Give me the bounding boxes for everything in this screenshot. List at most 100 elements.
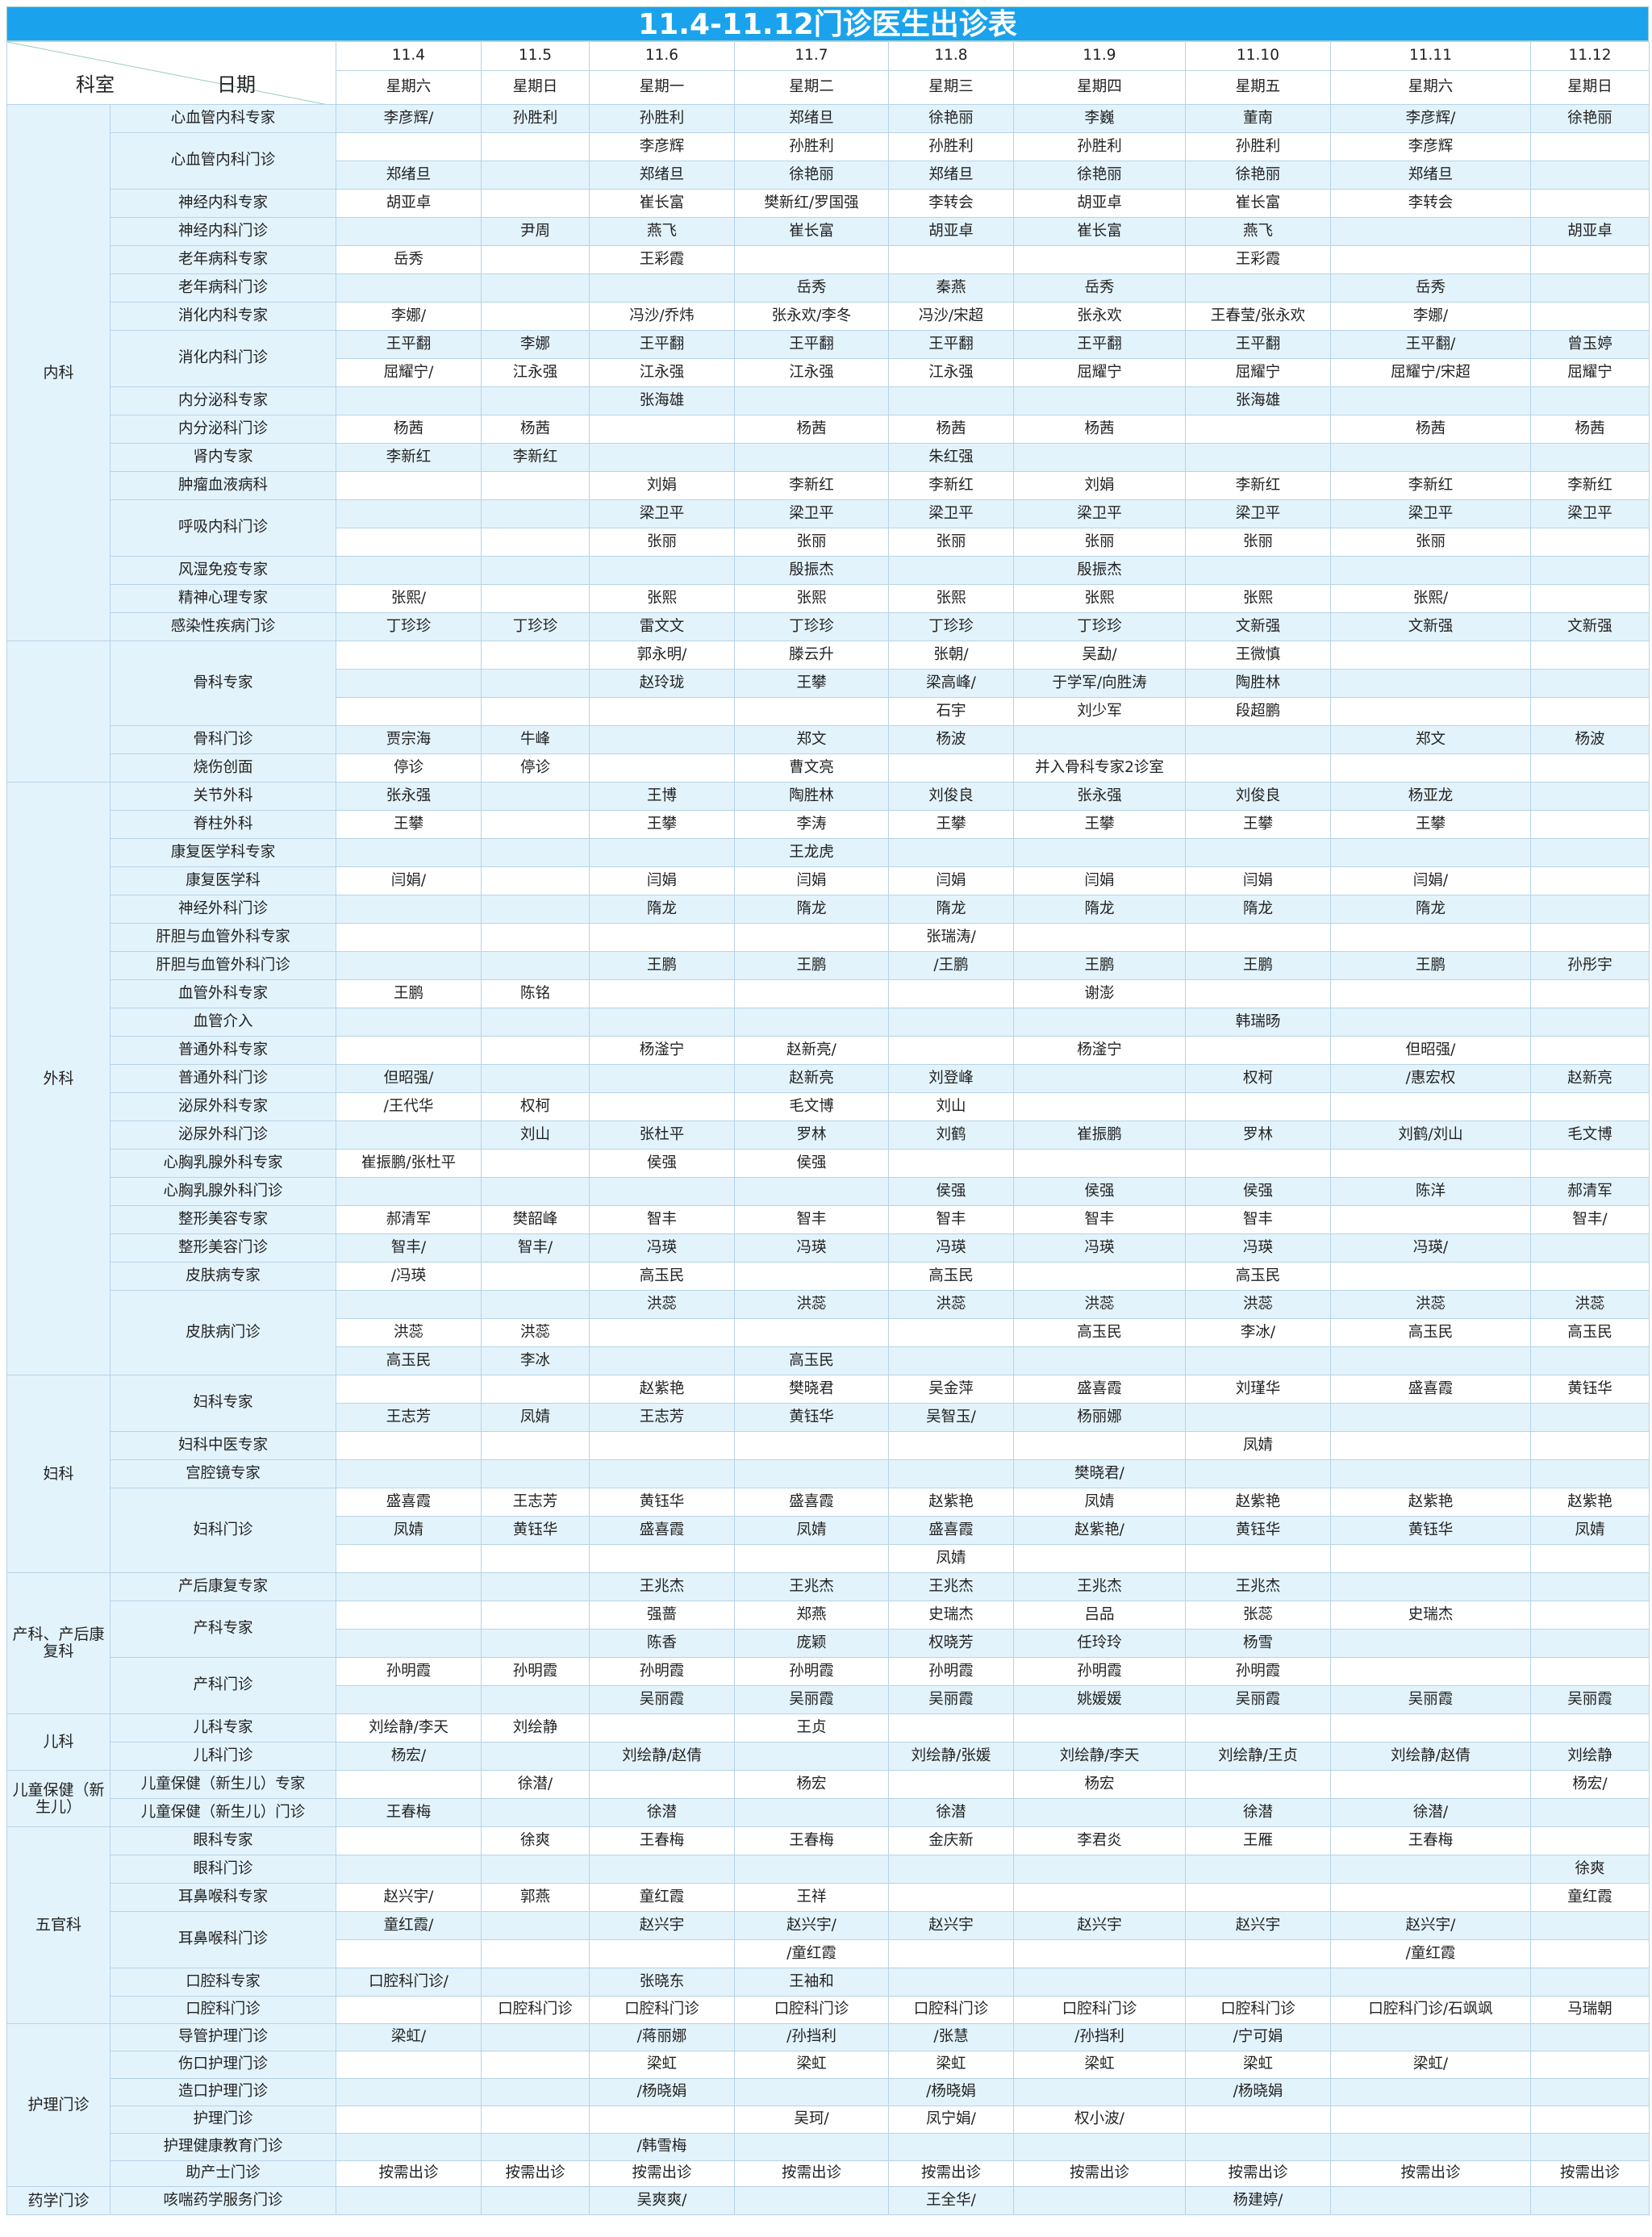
schedule-cell: 杨茜 (1013, 415, 1186, 444)
schedule-cell (1330, 1431, 1531, 1460)
schedule-cell: 徐潜 (1185, 1798, 1331, 1827)
schedule-cell (589, 838, 735, 867)
header-dates-row: 科室 日期 11.4 11.5 11.6 11.7 11.8 11.9 11.10 11.11… (6, 41, 1650, 105)
schedule-cell: 杨宏/ (336, 1742, 482, 1771)
subdept-cell: 宫腔镜专家 (110, 1459, 336, 1488)
schedule-cell: 口腔科门诊 (1013, 1996, 1186, 2024)
schedule-cell: 李冰/ (1185, 1318, 1331, 1347)
schedule-cell: /张慧 (888, 2023, 1014, 2051)
schedule-cell (336, 2186, 482, 2215)
schedule-cell (336, 1601, 482, 1630)
schedule-cell: 黄钰华 (1530, 1375, 1650, 1404)
schedule-cell: 王春梅 (336, 1798, 482, 1827)
schedule-cell (1530, 1713, 1650, 1742)
schedule-cell (1530, 1149, 1650, 1178)
schedule-cell: 贾宗海 (336, 725, 482, 754)
subdept-cell: 皮肤病专家 (110, 1262, 336, 1291)
schedule-cell: 徐艳丽 (734, 161, 889, 190)
schedule-cell (589, 979, 735, 1008)
schedule-cell (1185, 273, 1331, 303)
schedule-cell (589, 2106, 735, 2134)
schedule-cell (336, 1431, 482, 1460)
schedule-cell: 梁卫平 (888, 499, 1014, 528)
schedule-cell: 孙明霞 (888, 1657, 1014, 1686)
schedule-cell: 孙胜利 (888, 132, 1014, 161)
dept-header-label: 科室 (76, 73, 115, 96)
schedule-cell: 吴珂/ (734, 2106, 889, 2134)
schedule-cell: 赵兴宇/ (1330, 1911, 1531, 1940)
subdept-cell: 妇科中医专家 (110, 1431, 336, 1460)
schedule-cell (1530, 1233, 1650, 1262)
schedule-cell: 文新强 (1330, 612, 1531, 641)
schedule-cell (1530, 697, 1650, 726)
schedule-cell: 朱红强 (888, 443, 1014, 472)
schedule-cell: 隋龙 (1330, 895, 1531, 924)
schedule-cell (481, 556, 590, 585)
schedule-cell: 童红霞 (589, 1883, 735, 1912)
schedule-cell (1330, 217, 1531, 246)
schedule-cell (888, 1939, 1014, 1968)
schedule-cell (336, 217, 482, 246)
table-row: 药学门诊 咳喘药学服务门诊 吴爽爽/王全华/杨建婷/ (6, 2186, 1650, 2215)
dept-cell: 护理门诊 (6, 2023, 111, 2187)
schedule-cell: 丁珍珍 (336, 612, 482, 641)
schedule-cell (1013, 1939, 1186, 1968)
schedule-cell (336, 1572, 482, 1601)
schedule-cell: 侯强 (1013, 1177, 1186, 1206)
schedule-cell (589, 1713, 735, 1742)
schedule-cell: /宁可娟 (1185, 2023, 1331, 2051)
schedule-cell: 停诊 (336, 753, 482, 783)
schedule-cell: 段超鹏 (1185, 697, 1331, 726)
schedule-cell: 马瑞朝 (1530, 1996, 1650, 2024)
schedule-cell: 曾玉婷 (1530, 330, 1650, 359)
schedule-cell (589, 1855, 735, 1884)
schedule-cell (481, 1008, 590, 1037)
schedule-cell: 王志芳 (589, 1403, 735, 1432)
schedule-cell (1185, 753, 1331, 783)
schedule-cell: 张蕊 (1185, 1601, 1331, 1630)
table-row: 耳鼻喉科专家 赵兴宇/郭燕 童红霞 王祥 童红霞 (7, 1883, 1650, 1912)
schedule-sheet: 11.4-11.12门诊医生出诊表 科室 日期 11.4 11.5 11.6 11.7… (6, 6, 1650, 2215)
schedule-cell: 殷振杰 (1013, 556, 1186, 585)
schedule-cell: 张熙 (1185, 584, 1331, 613)
schedule-cell (1330, 753, 1531, 783)
schedule-cell (1185, 1149, 1331, 1178)
schedule-cell (1330, 1629, 1531, 1658)
schedule-cell: 冯瑛 (1013, 1233, 1186, 1262)
schedule-cell: 冯瑛/ (1330, 1233, 1531, 1262)
table-row: 呼吸内科门诊 梁卫平 梁卫平 梁卫平 梁卫平 梁卫平 梁卫平 梁卫平 (7, 499, 1650, 557)
table-row: 骨科门诊 贾宗海 牛峰 郑文 杨波 郑文 杨波 (7, 725, 1650, 754)
schedule-cell: 张朝/ (888, 641, 1014, 670)
schedule-cell: 崔长富 (1013, 217, 1186, 246)
table-row: 感染性疾病门诊 丁珍珍 丁珍珍 雷文文 丁珍珍 丁珍珍 丁珍珍 文新强 文新强 文新强 (7, 612, 1650, 641)
schedule-cell (481, 1544, 590, 1573)
schedule-cell: 王平翻 (1013, 330, 1186, 359)
schedule-cell: 杨茜 (734, 415, 889, 444)
schedule-cell: 赵兴宇 (589, 1911, 735, 1940)
schedule-cell: 韩瑞旸 (1185, 1008, 1331, 1037)
schedule-cell: 岳秀 (1013, 273, 1186, 303)
schedule-cell: 口腔科门诊/石飒飒 (1330, 1996, 1531, 2024)
schedule-cell: /王鹏 (888, 951, 1014, 980)
schedule-cell (1185, 923, 1331, 952)
schedule-cell (1185, 1968, 1331, 1997)
subdept-cell: 肾内专家 (110, 443, 336, 472)
schedule-cell (589, 923, 735, 952)
schedule-cell (734, 2186, 889, 2215)
schedule-cell: 屈耀宁/ (336, 358, 482, 387)
schedule-cell: 赵新亮 (734, 1064, 889, 1093)
schedule-cell (1530, 923, 1650, 952)
subdept-cell: 整形美容门诊 (110, 1233, 336, 1262)
schedule-cell: 口腔科门诊 (888, 1996, 1014, 2024)
dept-cell: 药学门诊 (6, 2186, 111, 2215)
table-row: 肿瘤血液病科 刘娟 李新红 李新红 刘娟 李新红 李新红 李新红 (7, 471, 1650, 500)
schedule-cell (481, 1685, 590, 1714)
schedule-cell: 王兆杰 (1013, 1572, 1186, 1601)
schedule-cell (1013, 725, 1186, 754)
schedule-cell: 洪蕊 (1013, 1290, 1186, 1319)
schedule-cell (888, 1431, 1014, 1460)
table-row: 护理门诊 吴珂/凤宁娟/权小波/ (7, 2106, 1650, 2134)
schedule-cell: 黄钰华 (734, 1403, 889, 1432)
schedule-cell: 杨宏 (734, 1770, 889, 1799)
schedule-cell: 孙胜利 (481, 104, 590, 133)
